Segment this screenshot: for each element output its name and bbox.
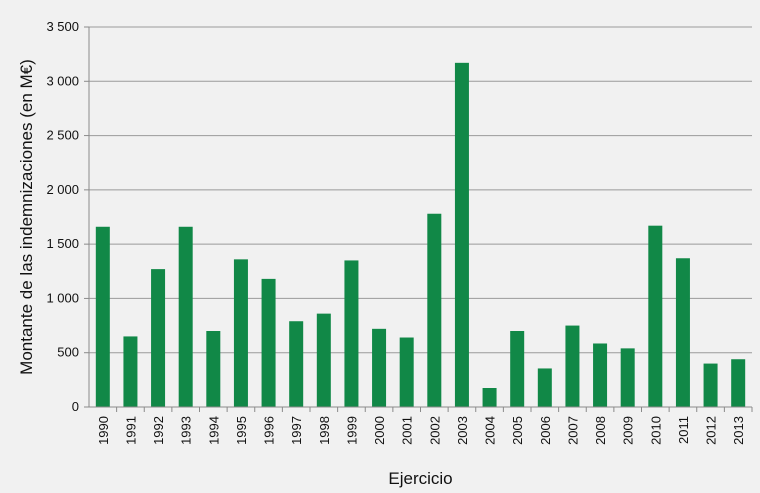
- y-tick-label: 3 500: [46, 19, 79, 34]
- x-tick-label: 2005: [510, 416, 525, 445]
- x-tick-label: 1999: [344, 416, 359, 445]
- bar: [261, 278, 276, 407]
- bar: [233, 259, 248, 407]
- bar: [151, 269, 166, 407]
- y-tick-label: 500: [57, 345, 79, 360]
- bar: [620, 348, 635, 407]
- bar: [454, 62, 469, 407]
- bar: [123, 336, 138, 407]
- x-tick-label: 2002: [427, 416, 442, 445]
- bar: [537, 368, 552, 407]
- x-tick-label: 1992: [151, 416, 166, 445]
- bar: [675, 258, 690, 407]
- x-tick-label: 2006: [538, 416, 553, 445]
- x-axis-title: Ejercicio: [388, 469, 452, 488]
- bar: [482, 388, 497, 407]
- bar: [178, 226, 193, 407]
- x-tick-label: 2004: [483, 416, 498, 445]
- bar: [289, 321, 304, 407]
- x-tick-labels: 1990 1991 1992 1993 1994 1995 1996 1997 1998 1999…: [96, 416, 746, 445]
- bar: [206, 331, 221, 407]
- y-tick-label: 1 000: [46, 290, 79, 305]
- x-tick-label: 1990: [96, 416, 111, 445]
- y-tick-label: 2 500: [46, 128, 79, 143]
- bars: [95, 62, 746, 407]
- bar: [372, 328, 387, 407]
- bar: [316, 313, 331, 407]
- gridlines: [84, 26, 752, 408]
- x-tick-label: 1997: [289, 416, 304, 445]
- y-tick-label: 0: [72, 399, 79, 414]
- x-tick-label: 1991: [123, 416, 138, 445]
- x-tick-label: 1993: [179, 416, 194, 445]
- x-tick-label: 1996: [262, 416, 277, 445]
- x-tick-label: 1998: [317, 416, 332, 445]
- x-tick-label: 2000: [372, 416, 387, 445]
- y-tick-label: 3 000: [46, 73, 79, 88]
- y-tick-label: 1 500: [46, 236, 79, 251]
- x-tick-label: 2013: [731, 416, 746, 445]
- x-tick-label: 2003: [455, 416, 470, 445]
- y-tick-labels: 0 500 1 000 1 500 2 000 2 500 3 000 3 500: [46, 19, 79, 414]
- x-tick-label: 2010: [648, 416, 663, 445]
- y-axis-title: Montante de las indemnizaciones (en M€): [17, 59, 36, 375]
- bar: [593, 343, 608, 407]
- x-tick-label: 2007: [565, 416, 580, 445]
- bar: [703, 363, 718, 407]
- x-tick-label: 1994: [206, 416, 221, 445]
- bar: [399, 337, 414, 407]
- x-tick-label: 2009: [621, 416, 636, 445]
- bar: [427, 213, 442, 407]
- x-tick-label: 1995: [234, 416, 249, 445]
- bar: [648, 225, 663, 407]
- x-tick-label: 2011: [676, 416, 691, 444]
- x-tick-label: 2012: [704, 416, 719, 445]
- bar: [731, 359, 746, 407]
- x-tick-label: 2001: [400, 416, 415, 445]
- bar: [95, 226, 110, 407]
- bar: [510, 331, 525, 407]
- bar: [344, 260, 359, 407]
- x-tick-label: 2008: [593, 416, 608, 445]
- axes: [88, 27, 753, 412]
- bar: [565, 325, 580, 407]
- y-tick-label: 2 000: [46, 182, 79, 197]
